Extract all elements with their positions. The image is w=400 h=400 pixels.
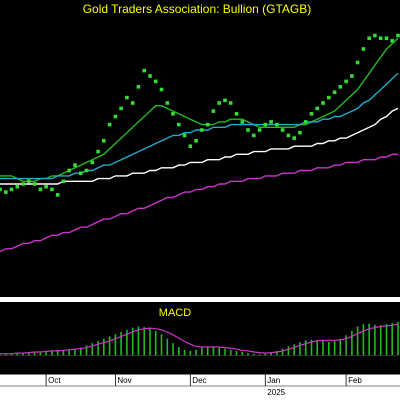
price-point-30 [171,112,175,116]
moving-average-line-1 [0,37,399,182]
price-point-29 [165,101,170,105]
price-point-15 [84,168,89,173]
price-point-38 [217,101,221,105]
price-plot-area [0,33,400,253]
price-point-7 [38,187,43,192]
moving-average-line-2 [0,72,399,180]
price-point-48 [275,122,279,127]
price-point-25 [142,68,146,73]
price-point-36 [205,122,210,127]
macd-signal-line [0,323,399,355]
price-point-12 [67,168,71,173]
price-point-4 [21,182,25,186]
price-point-14 [79,171,83,175]
macd-plot-area [0,322,399,356]
price-point-26 [148,74,152,78]
price-point-61 [350,74,354,78]
price-point-69 [396,33,400,38]
x-year-label-0: 2025 [267,388,285,397]
price-point-40 [228,101,233,105]
price-point-34 [194,139,198,143]
price-point-32 [182,133,187,138]
price-point-52 [298,130,302,135]
price-point-39 [223,98,227,103]
price-point-33 [188,144,193,148]
price-point-20 [113,114,118,119]
price-point-43 [246,128,250,132]
price-point-0 [0,187,2,192]
price-point-6 [32,182,37,186]
price-point-47 [269,120,273,124]
price-point-22 [125,95,129,100]
price-point-59 [338,85,343,89]
price-point-10 [55,193,60,197]
price-point-66 [378,36,383,40]
price-point-46 [263,122,268,127]
price-point-49 [280,128,285,132]
x-tick-label-1: Nov [117,376,131,385]
price-point-60 [344,79,348,84]
price-point-8 [44,184,48,189]
price-point-37 [211,109,216,113]
price-point-24 [136,85,141,89]
price-point-54 [309,112,314,116]
price-point-53 [303,120,308,124]
price-point-21 [119,106,123,111]
price-point-13 [73,163,77,167]
price-point-31 [177,122,181,127]
x-tick-label-3: Jan [267,376,280,385]
price-point-3 [15,184,20,189]
price-point-16 [90,160,95,165]
price-point-19 [107,122,112,127]
price-point-11 [61,179,66,184]
price-point-41 [234,112,239,116]
price-point-55 [315,106,319,111]
price-point-56 [321,101,325,105]
price-point-58 [332,90,337,94]
price-point-42 [240,120,245,124]
moving-average-line-4 [0,153,398,253]
chart-title: Gold Traders Association: Bullion (GTAGB… [83,2,312,16]
x-tick-label-4: Feb [348,376,362,385]
price-point-63 [361,47,366,51]
x-tick-label-2: Dec [192,376,206,385]
price-point-23 [130,101,135,105]
price-point-2 [9,187,14,192]
price-point-27 [153,79,158,84]
macd-panel [0,302,400,374]
price-point-68 [390,39,394,43]
price-panel [0,0,400,297]
price-point-67 [384,36,389,40]
moving-average-line-3 [0,107,399,185]
macd-label: MACD [159,307,191,319]
x-axis: Oct Nov Dec Jan Feb 2025 [0,373,400,397]
price-point-50 [286,133,291,138]
price-point-64 [367,36,371,40]
price-point-65 [373,33,377,38]
price-point-62 [355,60,360,65]
price-point-57 [327,95,331,100]
x-tick-label-0: Oct [48,376,61,385]
x-axis-strip [0,374,400,400]
price-point-5 [27,179,31,184]
price-point-9 [50,187,54,192]
price-point-35 [200,128,204,132]
price-point-1 [4,190,8,194]
price-point-28 [159,87,164,92]
price-point-17 [96,149,100,154]
price-point-45 [257,128,262,132]
price-point-18 [102,139,106,143]
price-point-51 [292,136,296,140]
price-point-44 [252,133,256,138]
